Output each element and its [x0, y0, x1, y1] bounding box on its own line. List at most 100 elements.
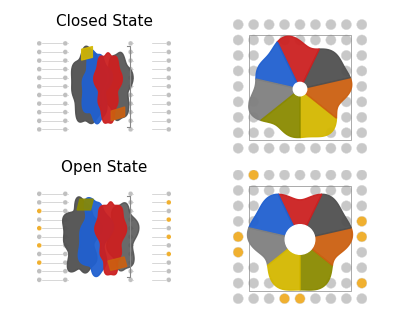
Circle shape — [63, 252, 68, 256]
Circle shape — [37, 209, 42, 213]
Circle shape — [63, 209, 68, 213]
Circle shape — [37, 200, 42, 205]
Circle shape — [233, 201, 243, 211]
Circle shape — [357, 278, 367, 288]
Polygon shape — [248, 228, 290, 265]
Circle shape — [63, 67, 68, 72]
Circle shape — [233, 293, 243, 304]
Circle shape — [63, 269, 68, 274]
Circle shape — [264, 293, 274, 304]
Circle shape — [233, 143, 243, 153]
Circle shape — [37, 110, 42, 115]
Circle shape — [63, 243, 68, 248]
Circle shape — [248, 50, 259, 60]
Circle shape — [166, 277, 171, 282]
Circle shape — [280, 185, 290, 196]
Polygon shape — [94, 53, 122, 123]
Circle shape — [357, 81, 367, 92]
Circle shape — [280, 143, 290, 153]
Circle shape — [248, 112, 259, 123]
Circle shape — [37, 67, 42, 72]
Circle shape — [37, 76, 42, 80]
Circle shape — [264, 143, 274, 153]
Circle shape — [128, 217, 133, 222]
Circle shape — [166, 234, 171, 239]
Polygon shape — [256, 42, 298, 88]
Circle shape — [357, 170, 367, 180]
Circle shape — [63, 101, 68, 106]
Circle shape — [357, 185, 367, 196]
Circle shape — [326, 170, 336, 180]
Polygon shape — [104, 52, 133, 120]
Circle shape — [63, 118, 68, 123]
Circle shape — [166, 84, 171, 89]
Circle shape — [166, 191, 171, 196]
Circle shape — [295, 170, 305, 180]
Circle shape — [37, 118, 42, 123]
Circle shape — [233, 50, 243, 60]
Circle shape — [37, 252, 42, 256]
Circle shape — [233, 128, 243, 138]
Circle shape — [63, 84, 68, 89]
Circle shape — [310, 143, 320, 153]
Circle shape — [233, 35, 243, 45]
Polygon shape — [78, 198, 114, 276]
Polygon shape — [107, 203, 139, 271]
Polygon shape — [300, 248, 332, 290]
Circle shape — [248, 278, 259, 288]
Circle shape — [128, 226, 133, 231]
Circle shape — [37, 191, 42, 196]
Circle shape — [128, 67, 133, 72]
Circle shape — [248, 20, 259, 30]
Text: Closed State: Closed State — [56, 14, 152, 29]
Circle shape — [166, 217, 171, 222]
Circle shape — [248, 293, 259, 304]
Circle shape — [63, 226, 68, 231]
Bar — [249, 186, 351, 291]
Polygon shape — [82, 49, 112, 124]
Text: Open State: Open State — [61, 160, 147, 175]
Polygon shape — [72, 46, 106, 124]
Circle shape — [326, 278, 336, 288]
Circle shape — [166, 252, 171, 256]
Circle shape — [63, 260, 68, 265]
Bar — [249, 35, 351, 140]
Circle shape — [166, 92, 171, 97]
Polygon shape — [277, 36, 319, 84]
Circle shape — [310, 293, 320, 304]
Circle shape — [128, 41, 133, 46]
Circle shape — [341, 201, 352, 211]
Circle shape — [63, 41, 68, 46]
Circle shape — [341, 97, 352, 107]
Circle shape — [248, 97, 259, 107]
Circle shape — [295, 293, 305, 304]
Circle shape — [326, 143, 336, 153]
Circle shape — [341, 143, 352, 153]
Circle shape — [128, 76, 133, 80]
Circle shape — [326, 35, 336, 45]
Circle shape — [264, 170, 274, 180]
Circle shape — [233, 232, 243, 242]
Circle shape — [166, 110, 171, 115]
Circle shape — [233, 278, 243, 288]
Circle shape — [285, 225, 315, 254]
Circle shape — [357, 143, 367, 153]
Circle shape — [341, 112, 352, 123]
Circle shape — [233, 81, 243, 92]
Circle shape — [295, 20, 305, 30]
Circle shape — [63, 217, 68, 222]
Polygon shape — [300, 92, 336, 138]
Circle shape — [341, 293, 352, 304]
Circle shape — [341, 128, 352, 138]
Circle shape — [128, 92, 133, 97]
Circle shape — [233, 97, 243, 107]
Circle shape — [264, 185, 274, 196]
Circle shape — [166, 67, 171, 72]
Circle shape — [128, 277, 133, 282]
Circle shape — [248, 185, 259, 196]
Circle shape — [128, 200, 133, 205]
Polygon shape — [278, 194, 322, 228]
Circle shape — [280, 35, 290, 45]
Circle shape — [63, 50, 68, 54]
Circle shape — [37, 269, 42, 274]
